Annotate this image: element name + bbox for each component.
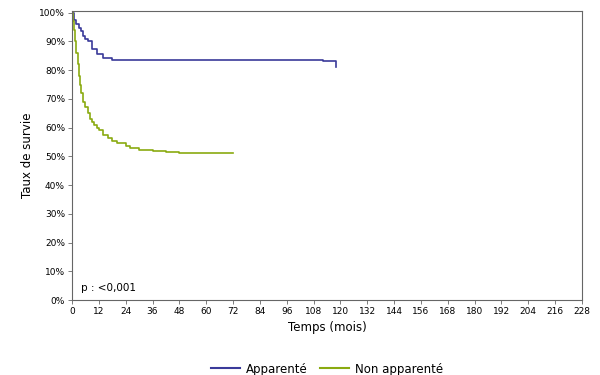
X-axis label: Temps (mois): Temps (mois): [287, 321, 367, 334]
Text: p : <0,001: p : <0,001: [81, 284, 136, 293]
Legend: Apparenté, Non apparenté: Apparenté, Non apparenté: [206, 358, 448, 375]
Y-axis label: Taux de survie: Taux de survie: [20, 113, 34, 198]
